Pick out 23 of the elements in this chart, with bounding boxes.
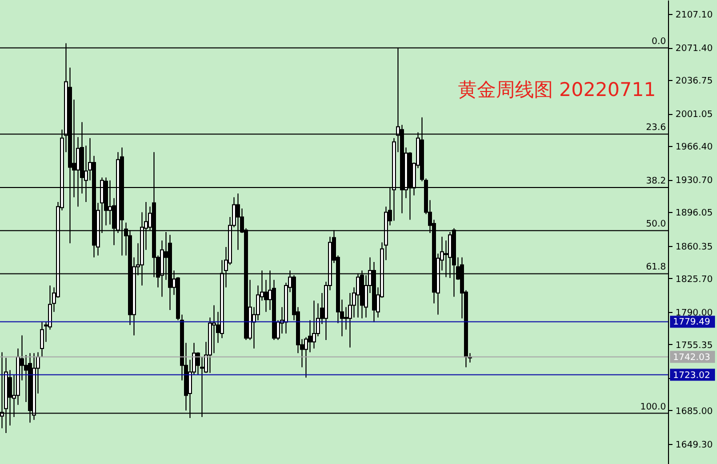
text: 黄金周线图 20220711	[458, 79, 656, 101]
annotation: 61.8	[646, 262, 666, 273]
y-tick-label: 1966.40	[676, 142, 713, 153]
ref-line-label: 1779.49	[673, 318, 710, 328]
y-tick-label: 1930.70	[676, 176, 713, 186]
annotation: 100.0	[640, 402, 666, 412]
y-tick-label: 2071.40	[676, 44, 713, 54]
y-tick-label: 2107.10	[676, 10, 713, 20]
y-tick-label: 2036.75	[676, 76, 713, 87]
y-tick-label: 1685.00	[676, 406, 713, 417]
ref-line-label: 1742.03	[673, 352, 710, 363]
annotation: 50.0	[646, 220, 666, 230]
y-tick-label: 1790.00	[676, 308, 713, 318]
y-tick-label: 1825.70	[676, 274, 713, 285]
ref-line-label: 1723.02	[673, 370, 710, 381]
annotation: 23.6	[646, 123, 666, 134]
annotation: 0.0	[652, 36, 666, 47]
y-tick-label: 2001.05	[676, 110, 713, 120]
annotation: 38.2	[646, 176, 666, 186]
y-tick-label: 1896.05	[676, 208, 713, 219]
y-tick-label: 1755.35	[676, 340, 713, 351]
y-tick-label: 1860.35	[676, 242, 713, 252]
y-tick-label: 1649.30	[676, 440, 713, 450]
